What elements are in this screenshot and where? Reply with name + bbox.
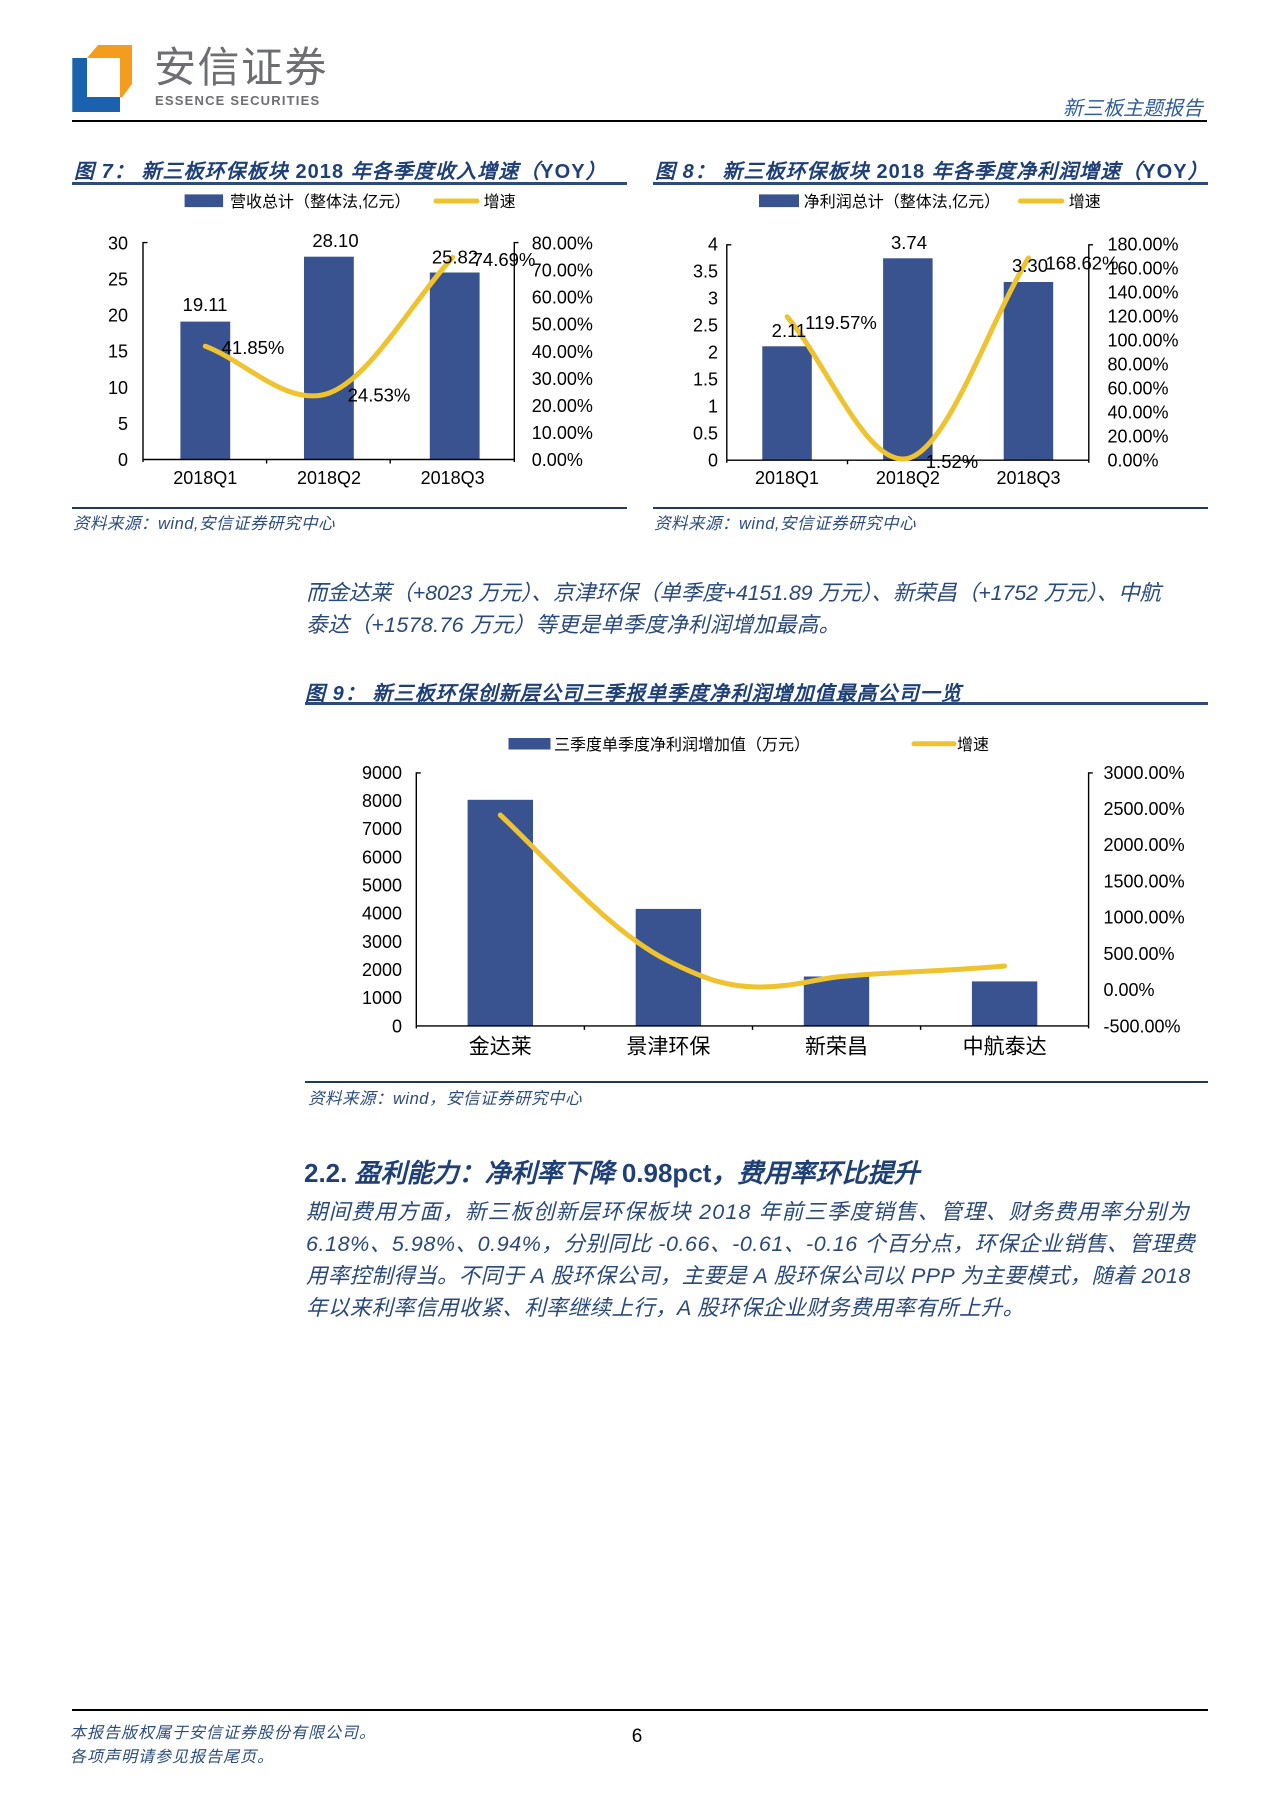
svg-text:120.00%: 120.00% — [1108, 307, 1179, 327]
svg-text:三季度单季度净利润增加值（万元）: 三季度单季度净利润增加值（万元） — [554, 736, 810, 754]
svg-text:0: 0 — [118, 450, 128, 470]
svg-text:5: 5 — [118, 414, 128, 434]
svg-text:0.00%: 0.00% — [532, 450, 583, 470]
svg-text:2018Q3: 2018Q3 — [421, 468, 485, 488]
svg-text:0: 0 — [392, 1016, 402, 1036]
svg-text:1000: 1000 — [362, 988, 402, 1008]
svg-text:6000: 6000 — [362, 847, 402, 867]
svg-text:19.11: 19.11 — [183, 294, 228, 315]
svg-text:7000: 7000 — [362, 819, 402, 839]
svg-text:景津环保: 景津环保 — [626, 1036, 710, 1059]
svg-text:中航泰达: 中航泰达 — [963, 1036, 1047, 1059]
svg-text:41.85%: 41.85% — [222, 337, 285, 358]
svg-text:60.00%: 60.00% — [1108, 379, 1169, 399]
svg-text:40.00%: 40.00% — [532, 342, 593, 362]
svg-text:3: 3 — [708, 289, 718, 309]
svg-text:2.11: 2.11 — [772, 320, 807, 341]
svg-text:100.00%: 100.00% — [1108, 331, 1179, 351]
svg-text:2018Q2: 2018Q2 — [297, 468, 361, 488]
svg-text:新荣昌: 新荣昌 — [805, 1036, 868, 1059]
svg-text:5000: 5000 — [362, 876, 402, 896]
svg-text:净利润总计（整体法,亿元）: 净利润总计（整体法,亿元） — [804, 193, 1000, 211]
svg-text:180.00%: 180.00% — [1108, 235, 1179, 255]
svg-text:3000.00%: 3000.00% — [1104, 763, 1185, 783]
svg-text:80.00%: 80.00% — [532, 234, 593, 254]
svg-text:80.00%: 80.00% — [1108, 355, 1169, 375]
svg-text:20: 20 — [108, 306, 128, 326]
svg-text:1.5: 1.5 — [693, 370, 718, 390]
svg-text:8000: 8000 — [362, 791, 402, 811]
svg-text:25: 25 — [108, 270, 128, 290]
svg-text:3.30: 3.30 — [1012, 255, 1048, 276]
svg-text:2018Q3: 2018Q3 — [996, 468, 1060, 488]
svg-text:24.53%: 24.53% — [348, 385, 411, 406]
svg-text:30.00%: 30.00% — [532, 369, 593, 389]
svg-text:2000.00%: 2000.00% — [1104, 835, 1185, 855]
svg-text:25.82: 25.82 — [432, 246, 478, 267]
svg-text:2.5: 2.5 — [693, 316, 718, 336]
svg-text:2: 2 — [708, 343, 718, 363]
svg-text:10.00%: 10.00% — [532, 423, 593, 443]
svg-text:4: 4 — [708, 235, 718, 255]
svg-text:119.57%: 119.57% — [805, 312, 877, 333]
svg-text:0.00%: 0.00% — [1104, 980, 1155, 1000]
svg-text:15: 15 — [108, 342, 128, 362]
svg-text:74.69%: 74.69% — [473, 249, 536, 270]
svg-text:0: 0 — [708, 451, 718, 471]
svg-text:9000: 9000 — [362, 763, 402, 783]
svg-text:2018Q2: 2018Q2 — [876, 468, 940, 488]
svg-text:0.00%: 0.00% — [1108, 451, 1159, 471]
svg-text:增速: 增速 — [957, 736, 989, 754]
svg-text:1000.00%: 1000.00% — [1104, 908, 1185, 928]
svg-text:1.52%: 1.52% — [926, 451, 978, 472]
svg-text:40.00%: 40.00% — [1108, 403, 1169, 423]
svg-text:60.00%: 60.00% — [532, 288, 593, 308]
svg-text:4000: 4000 — [362, 904, 402, 924]
svg-text:28.10: 28.10 — [312, 230, 358, 251]
svg-text:70.00%: 70.00% — [532, 261, 593, 281]
svg-text:1500.00%: 1500.00% — [1104, 872, 1185, 892]
svg-text:10: 10 — [108, 378, 128, 398]
svg-text:增速: 增速 — [484, 193, 516, 211]
svg-text:20.00%: 20.00% — [532, 396, 593, 416]
svg-text:0.5: 0.5 — [693, 424, 718, 444]
svg-text:增速: 增速 — [1069, 193, 1101, 211]
svg-text:金达莱: 金达莱 — [469, 1036, 532, 1059]
svg-text:营收总计（整体法,亿元）: 营收总计（整体法,亿元） — [230, 193, 410, 211]
svg-text:160.00%: 160.00% — [1108, 259, 1179, 279]
svg-text:2018Q1: 2018Q1 — [173, 468, 237, 488]
svg-text:2000: 2000 — [362, 960, 402, 980]
svg-text:-500.00%: -500.00% — [1104, 1016, 1181, 1036]
svg-text:3000: 3000 — [362, 932, 402, 952]
svg-text:500.00%: 500.00% — [1104, 944, 1175, 964]
svg-text:2018Q1: 2018Q1 — [755, 468, 819, 488]
svg-text:1: 1 — [708, 397, 718, 417]
svg-text:3.74: 3.74 — [891, 232, 927, 253]
svg-text:3.5: 3.5 — [693, 262, 718, 282]
svg-text:140.00%: 140.00% — [1108, 283, 1179, 303]
svg-text:20.00%: 20.00% — [1108, 427, 1169, 447]
svg-text:2500.00%: 2500.00% — [1104, 799, 1185, 819]
svg-text:50.00%: 50.00% — [532, 315, 593, 335]
svg-text:168.62%: 168.62% — [1045, 253, 1118, 274]
svg-text:30: 30 — [108, 233, 128, 253]
